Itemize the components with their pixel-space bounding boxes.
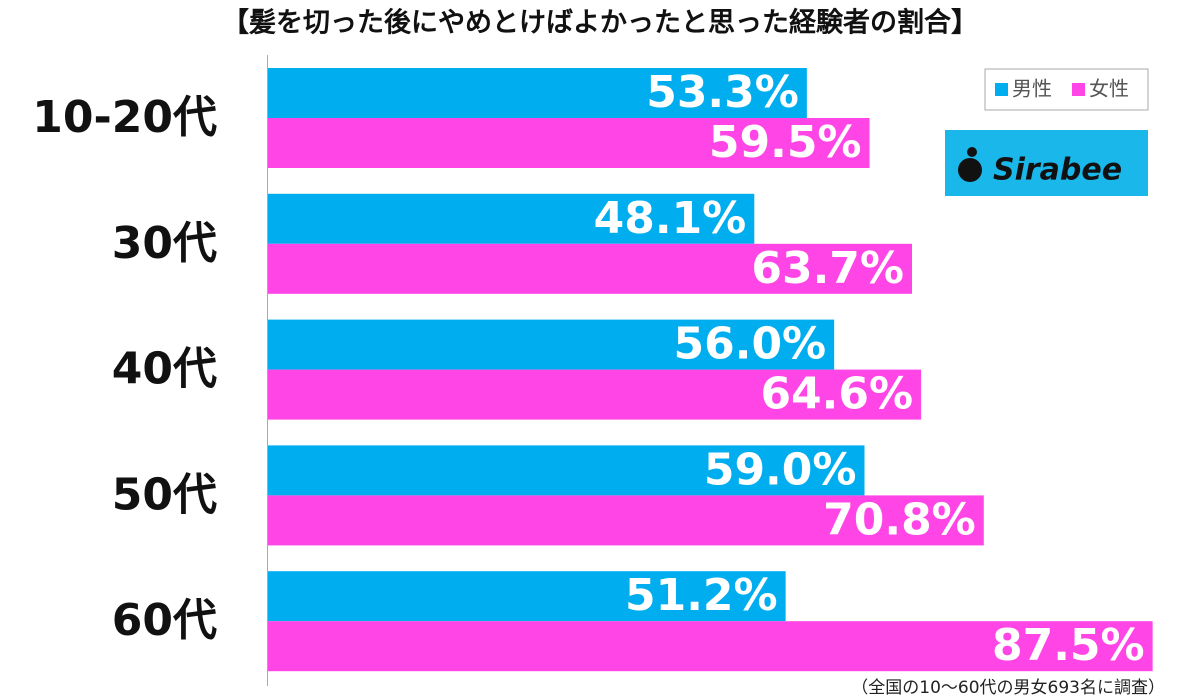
value-label: 56.0% [674,319,827,370]
category-label: 30代 [112,218,217,269]
logo-text: Sirabee [993,153,1122,188]
legend-swatch [1072,83,1085,96]
bar [268,319,835,370]
value-label: 70.8% [823,494,976,545]
value-label: 63.7% [751,243,904,294]
bar [268,571,786,622]
chart-title: 【髪を切った後にやめとけばよかったと思った経験者の割合】 [222,7,978,39]
category-label: 40代 [112,344,217,395]
value-label: 87.5% [992,620,1145,671]
category-label: 10-20代 [32,92,217,143]
legend-label: 男性 [1012,77,1052,101]
legend-label: 女性 [1089,77,1129,101]
category-label: 50代 [112,469,217,520]
legend-swatch [995,83,1008,96]
bar [268,193,755,244]
bar [268,369,922,420]
legend-box [984,68,1149,111]
bar [268,495,984,546]
value-label: 59.0% [704,444,857,495]
bar [268,621,1153,672]
value-label: 48.1% [594,193,747,244]
category-label: 60代 [112,595,217,646]
value-label: 64.6% [760,369,913,420]
footnote: （全国の10〜60代の男女693名に調査） [851,678,1165,698]
logo-icon [958,158,982,182]
value-label: 59.5% [709,117,862,168]
value-label: 53.3% [646,67,799,118]
bar [268,243,913,294]
value-label: 51.2% [625,570,778,621]
bar [268,445,865,496]
logo-icon [967,147,977,157]
bar [268,68,807,118]
bar [268,118,870,168]
